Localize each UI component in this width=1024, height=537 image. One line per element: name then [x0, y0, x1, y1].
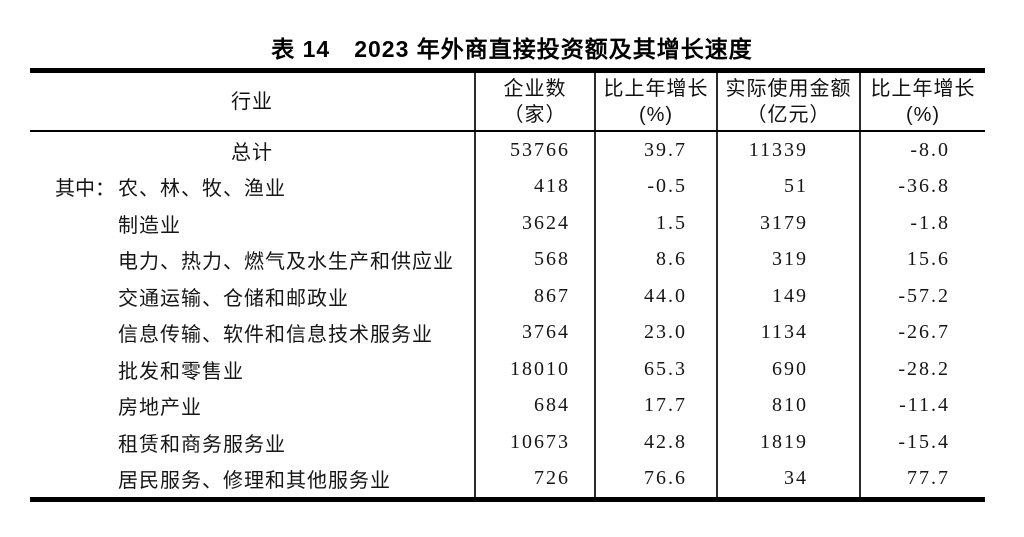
cell-amount: 810 [716, 387, 860, 424]
cell-amount-growth: 15.6 [859, 241, 985, 278]
cell-industry: 批发和零售业 [30, 351, 475, 388]
industry-label: 制造业 [118, 214, 181, 237]
cell-enterprises: 867 [474, 278, 595, 315]
industry-label: 租赁和商务服务业 [118, 433, 286, 456]
cell-enterprises-growth: 42.8 [594, 424, 717, 461]
table-row: 电力、热力、燃气及水生产和供应业 568 8.6 319 15.6 [30, 241, 985, 279]
cell-industry: 电力、热力、燃气及水生产和供应业 [30, 242, 475, 279]
fdi-table-container: 行业 企业数 （家） 比上年增长 (%) 实际使用金额 （亿元） 比上年增长 (… [30, 68, 985, 502]
cell-industry: 信息传输、软件和信息技术服务业 [30, 315, 475, 352]
column-header-industry: 行业 [30, 70, 475, 132]
fdi-table: 行业 企业数 （家） 比上年增长 (%) 实际使用金额 （亿元） 比上年增长 (… [30, 68, 985, 502]
cell-enterprises-growth: 23.0 [594, 314, 717, 351]
cell-amount: 51 [716, 168, 860, 205]
cell-amount: 11339 [716, 131, 860, 169]
cell-enterprises: 3624 [474, 205, 595, 242]
table-header: 行业 企业数 （家） 比上年增长 (%) 实际使用金额 （亿元） 比上年增长 (… [30, 70, 985, 132]
cell-enterprises-growth: 17.7 [594, 387, 717, 424]
among-which-label: 其中： [55, 178, 115, 201]
cell-industry: 房地产业 [30, 388, 475, 425]
cell-amount: 34 [716, 460, 860, 500]
cell-amount-growth: -57.2 [859, 278, 985, 315]
cell-amount: 1134 [716, 314, 860, 351]
cell-amount: 149 [716, 278, 860, 315]
table-body: 总计 53766 39.7 11339 -8.0 其中： 农、林、牧、渔业 418… [30, 131, 985, 500]
table-row: 房地产业 684 17.7 810 -11.4 [30, 387, 985, 425]
cell-industry: 制造业 [30, 205, 475, 242]
cell-enterprises-growth: -0.5 [594, 168, 717, 205]
cell-enterprises: 18010 [474, 351, 595, 388]
cell-industry: 居民服务、修理和其他服务业 [30, 461, 475, 500]
cell-industry: 其中： 农、林、牧、渔业 [30, 169, 475, 206]
cell-amount: 690 [716, 351, 860, 388]
column-header-amount: 实际使用金额 （亿元） [716, 70, 860, 132]
table-title: 表 14 2023 年外商直接投资额及其增长速度 [271, 36, 753, 62]
column-header-enterprises: 企业数 （家） [474, 70, 595, 132]
industry-label: 信息传输、软件和信息技术服务业 [118, 324, 433, 347]
cell-amount-growth: -28.2 [859, 351, 985, 388]
cell-enterprises-growth: 76.6 [594, 460, 717, 500]
table-row: 制造业 3624 1.5 3179 -1.8 [30, 205, 985, 242]
cell-enterprises-growth: 65.3 [594, 351, 717, 388]
cell-amount-growth: -1.8 [859, 205, 985, 242]
table-row: 其中： 农、林、牧、渔业 418 -0.5 51 -36.8 [30, 168, 985, 206]
industry-label: 农、林、牧、渔业 [118, 178, 286, 201]
cell-amount: 1819 [716, 424, 860, 461]
cell-amount: 3179 [716, 205, 860, 242]
cell-amount: 319 [716, 241, 860, 278]
cell-enterprises-growth: 44.0 [594, 278, 717, 315]
cell-amount-growth: -26.7 [859, 314, 985, 351]
cell-industry: 交通运输、仓储和邮政业 [30, 278, 475, 315]
table-row-total: 总计 53766 39.7 11339 -8.0 [30, 131, 985, 169]
industry-label: 房地产业 [118, 397, 202, 420]
industry-label: 交通运输、仓储和邮政业 [118, 287, 349, 310]
column-header-enterprises-growth: 比上年增长 (%) [594, 70, 717, 132]
table-row: 信息传输、软件和信息技术服务业 3764 23.0 1134 -26.7 [30, 314, 985, 352]
industry-label: 批发和零售业 [118, 360, 244, 383]
cell-enterprises: 53766 [474, 131, 595, 169]
cell-amount-growth: -15.4 [859, 424, 985, 461]
cell-industry: 总计 [30, 131, 475, 169]
cell-amount-growth: -36.8 [859, 168, 985, 205]
cell-enterprises: 418 [474, 168, 595, 205]
cell-enterprises: 726 [474, 460, 595, 500]
cell-enterprises-growth: 8.6 [594, 241, 717, 278]
cell-enterprises-growth: 1.5 [594, 205, 717, 242]
cell-enterprises: 684 [474, 387, 595, 424]
cell-enterprises: 3764 [474, 314, 595, 351]
cell-enterprises: 568 [474, 241, 595, 278]
table-row: 居民服务、修理和其他服务业 726 76.6 34 77.7 [30, 460, 985, 500]
table-row: 批发和零售业 18010 65.3 690 -28.2 [30, 351, 985, 388]
cell-amount-growth: -8.0 [859, 131, 985, 169]
industry-label: 居民服务、修理和其他服务业 [118, 470, 391, 493]
cell-amount-growth: -11.4 [859, 387, 985, 424]
industry-label: 电力、热力、燃气及水生产和供应业 [118, 251, 454, 274]
column-header-amount-growth: 比上年增长 (%) [859, 70, 985, 132]
table-row: 租赁和商务服务业 10673 42.8 1819 -15.4 [30, 424, 985, 461]
table-row: 交通运输、仓储和邮政业 867 44.0 149 -57.2 [30, 278, 985, 315]
cell-industry: 租赁和商务服务业 [30, 424, 475, 461]
cell-amount-growth: 77.7 [859, 460, 985, 500]
industry-label: 总计 [231, 141, 273, 164]
cell-enterprises: 10673 [474, 424, 595, 461]
cell-enterprises-growth: 39.7 [594, 131, 717, 169]
